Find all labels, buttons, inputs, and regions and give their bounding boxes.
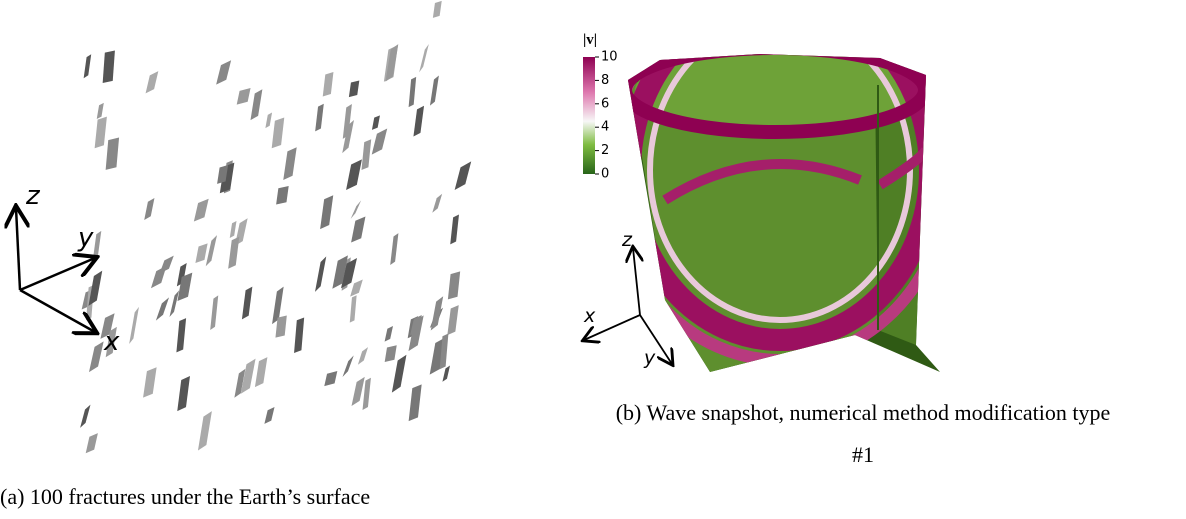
fracture — [195, 243, 207, 263]
fracture — [351, 200, 361, 218]
axis-label: z — [25, 181, 41, 211]
fracture — [228, 237, 239, 269]
fracture — [272, 118, 285, 149]
fracture — [346, 159, 362, 190]
fracture — [350, 295, 357, 322]
fracture — [176, 318, 186, 352]
fracture — [95, 117, 107, 149]
axis-label: z — [621, 229, 633, 251]
fracture — [80, 405, 90, 428]
fracture — [409, 384, 422, 421]
fracture — [433, 1, 442, 18]
fracture — [349, 80, 359, 97]
fracture — [84, 54, 92, 78]
fracture — [372, 115, 380, 130]
fracture — [419, 44, 429, 72]
fracture — [323, 72, 334, 97]
fracture — [385, 326, 393, 342]
fracture — [283, 147, 296, 180]
fracture — [106, 138, 119, 170]
fracture — [143, 367, 157, 397]
fracture — [206, 235, 217, 266]
axis-label: x — [103, 327, 120, 357]
fracture — [151, 266, 167, 288]
fracture — [97, 103, 104, 119]
page: z y x |v| 0 2 4 6 8 10 z x y (b) Wave snapsho… — [0, 0, 1186, 519]
fracture — [144, 198, 154, 220]
fracture — [315, 104, 324, 132]
axis-label: y — [77, 223, 94, 253]
fracture — [242, 287, 252, 320]
fracture — [320, 195, 333, 229]
fracture — [450, 215, 459, 245]
fracture — [86, 433, 98, 453]
fracture — [156, 297, 169, 320]
fracture — [352, 377, 365, 406]
fracture — [351, 217, 365, 243]
tick-label: 10 — [601, 50, 618, 65]
axis-label: y — [643, 347, 656, 369]
fracture — [169, 290, 179, 317]
tick-label: 2 — [601, 143, 609, 158]
fracture — [447, 305, 458, 335]
fracture — [194, 199, 209, 222]
fracture — [230, 221, 237, 238]
fracture — [103, 50, 115, 83]
tick-label: 6 — [601, 96, 609, 111]
fracture — [392, 355, 407, 393]
fractures — [80, 1, 471, 453]
fracture — [324, 371, 337, 386]
fracture — [431, 296, 443, 330]
fracture — [129, 307, 139, 344]
fracture — [350, 280, 363, 297]
fracture — [146, 71, 159, 93]
tick-label: 8 — [601, 73, 609, 88]
fracture — [198, 411, 212, 450]
fracture — [430, 75, 439, 105]
fracture — [442, 365, 450, 381]
fracture — [210, 295, 218, 330]
fracture — [255, 357, 268, 387]
fracture — [363, 378, 371, 410]
fracture — [315, 256, 326, 292]
fracture — [264, 407, 274, 424]
fracture — [89, 341, 104, 372]
fracture — [409, 77, 417, 107]
fracture — [216, 60, 231, 84]
caption: (b) Wave snapshot, numerical method modi… — [608, 392, 1118, 476]
tick-label: 4 — [601, 120, 609, 135]
fracture — [276, 186, 289, 204]
fracture — [250, 89, 262, 120]
fracture — [413, 106, 424, 137]
fracture — [385, 345, 397, 362]
fracture — [432, 194, 442, 213]
fracture — [93, 231, 101, 259]
fracture — [361, 139, 371, 170]
fracture — [390, 233, 398, 265]
fracture — [265, 113, 272, 129]
fracture — [372, 129, 388, 155]
colorbar — [583, 57, 595, 174]
fracture — [448, 271, 460, 299]
fracture — [177, 376, 190, 411]
caption: (a) 100 fractures under the Earth’s surf… — [0, 476, 370, 518]
wave-cube — [610, 0, 950, 372]
axes-triad — [584, 248, 672, 364]
fracture — [342, 355, 353, 377]
colorbar-label: |v| — [583, 32, 597, 48]
fracture — [237, 88, 251, 105]
fracture — [358, 347, 368, 365]
fracture — [455, 161, 472, 190]
fracture — [294, 317, 304, 353]
tick-label: 0 — [601, 167, 609, 182]
axis-label: x — [583, 305, 596, 327]
